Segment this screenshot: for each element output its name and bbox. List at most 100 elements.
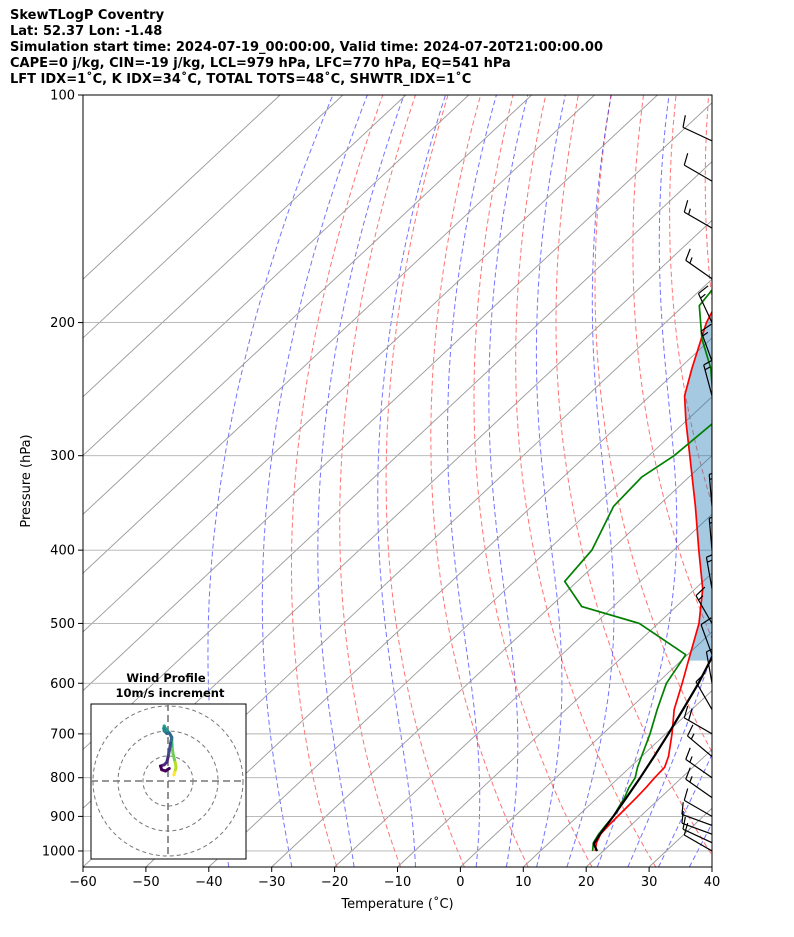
x-tick-label: 20 xyxy=(578,875,595,890)
wind-barb xyxy=(683,705,712,735)
wind-barb-flag xyxy=(709,516,712,519)
wind-barb-shaft xyxy=(682,126,712,142)
x-tick-label: −60 xyxy=(69,875,96,890)
wind-barb xyxy=(685,248,712,280)
wind-barb-half-flag xyxy=(709,477,712,480)
dry-adiabat xyxy=(774,95,794,867)
x-tick-label: −10 xyxy=(384,875,411,890)
wind-barb-half-flag xyxy=(711,428,712,429)
isotherm xyxy=(208,396,712,867)
dry-adiabat xyxy=(740,95,794,867)
y-tick-label: 400 xyxy=(50,544,75,559)
moist-adiabat xyxy=(720,95,794,867)
wind-barb-shaft xyxy=(682,828,712,844)
isotherm xyxy=(83,95,344,339)
wind-barb-half-flag xyxy=(702,331,709,337)
y-tick-label: 600 xyxy=(50,677,75,692)
wind-barb-flag xyxy=(683,705,689,719)
x-tick-label: −30 xyxy=(258,875,285,890)
wind-barb xyxy=(697,285,712,323)
isotherm xyxy=(83,102,712,692)
wind-barb-shaft xyxy=(683,799,712,817)
hodograph: Wind Profile 10m/s increment xyxy=(90,671,247,860)
isotherm xyxy=(83,95,532,515)
wind-barb-flag xyxy=(695,586,706,597)
wind-barb-shaft xyxy=(703,364,712,396)
isotherm xyxy=(334,513,712,867)
isotherm xyxy=(83,95,595,574)
wind-barb-flag xyxy=(703,359,712,366)
dry-adiabat xyxy=(339,95,416,867)
x-tick-label: −20 xyxy=(321,875,348,890)
wind-barb-shaft xyxy=(683,164,712,182)
wind-barb xyxy=(711,423,712,456)
isotherm xyxy=(648,807,712,867)
index-line: LFT IDX=1˚C, K IDX=34˚C, TOTAL TOTS=48˚C… xyxy=(10,72,472,87)
wind-barb-flag xyxy=(700,323,712,332)
wind-barb xyxy=(685,767,712,799)
wind-barb xyxy=(683,153,712,182)
y-tick-label: 1000 xyxy=(42,844,75,859)
wind-barb xyxy=(681,810,712,835)
isotherm xyxy=(460,631,712,867)
wind-barb-shaft xyxy=(685,758,712,779)
moist-adiabat xyxy=(261,95,368,867)
wind-barb-flag xyxy=(683,788,689,801)
wind-barb-flag xyxy=(706,554,712,558)
wind-barb-shaft xyxy=(685,778,712,799)
wind-barb xyxy=(711,387,727,422)
wind-barb-shaft xyxy=(681,822,712,835)
isotherm xyxy=(711,866,712,867)
hodograph-subtitle: 10m/s increment xyxy=(116,686,225,700)
y-tick-label: 900 xyxy=(50,810,75,825)
x-tick-label: −40 xyxy=(195,875,222,890)
time-line: Simulation start time: 2024-07-19_00:00:… xyxy=(10,40,603,55)
moist-adiabat xyxy=(317,95,405,867)
wind-barb-flag xyxy=(711,423,712,424)
wind-barb-shaft xyxy=(697,293,712,323)
wind-barb-shaft xyxy=(705,651,712,684)
wind-barb-flag xyxy=(682,115,686,128)
x-tick-label: 40 xyxy=(704,875,721,890)
wind-barb-half-flag xyxy=(690,733,695,740)
wind-barb xyxy=(685,747,712,779)
wind-barb-half-flag xyxy=(689,776,693,783)
wind-barb-flag xyxy=(686,724,694,737)
hodograph-title: Wind Profile xyxy=(126,671,206,685)
dry-adiabat xyxy=(430,95,529,867)
dry-adiabat xyxy=(473,95,593,867)
dry-adiabat xyxy=(385,95,465,867)
wind-barb xyxy=(683,200,712,229)
wind-barb-shaft xyxy=(695,681,712,710)
temperature-line xyxy=(594,310,712,852)
wind-barb-flag xyxy=(685,767,691,780)
wind-barb-flag xyxy=(706,648,712,653)
isotherm xyxy=(83,95,281,280)
stability-line: CAPE=0 j/kg, CIN=-19 j/kg, LCL=979 hPa, … xyxy=(10,56,511,71)
wind-barb xyxy=(682,816,712,844)
moist-adiabat xyxy=(535,95,566,867)
moist-adiabat xyxy=(566,95,615,867)
wind-barb-flag xyxy=(715,387,727,389)
wind-barb-shaft xyxy=(700,330,712,362)
wind-barb-flag xyxy=(683,153,689,166)
wind-barb xyxy=(683,822,712,852)
wind-barb xyxy=(695,586,712,624)
chart-title: SkewTLogP Coventry xyxy=(10,8,165,23)
wind-barb-half-flag xyxy=(688,208,691,215)
y-tick-label: 300 xyxy=(50,449,75,464)
y-tick-label: 700 xyxy=(50,727,75,742)
wind-barb xyxy=(700,323,712,362)
isotherm xyxy=(397,572,712,867)
wind-barb-shaft xyxy=(681,813,712,826)
wind-barb xyxy=(705,648,712,684)
wind-barb xyxy=(695,672,712,710)
x-tick-label: 30 xyxy=(641,875,658,890)
dry-adiabat xyxy=(704,95,712,305)
y-tick-label: 500 xyxy=(50,617,75,632)
y-tick-label: 100 xyxy=(50,89,75,104)
wind-barb-flag xyxy=(698,285,709,295)
isotherm xyxy=(271,454,712,867)
wind-barb-shaft xyxy=(700,624,712,655)
wind-barb-shaft xyxy=(685,259,712,280)
